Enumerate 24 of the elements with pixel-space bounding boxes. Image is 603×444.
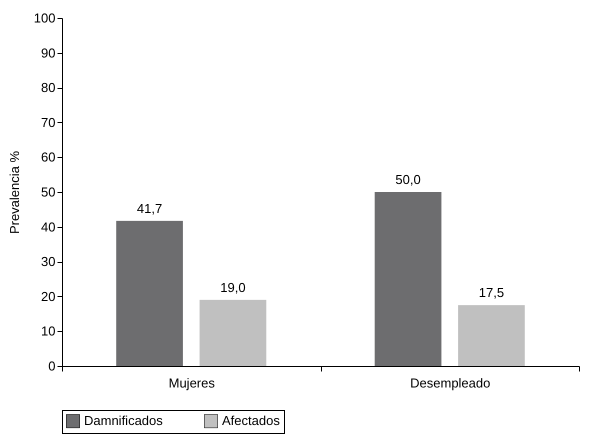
- y-tick-label: 20: [41, 288, 56, 304]
- y-tick-label: 90: [41, 45, 56, 60]
- y-tick-label: 60: [41, 150, 56, 165]
- legend-label: Afectados: [222, 413, 280, 428]
- y-tick-label: 30: [41, 254, 56, 270]
- y-tick-label: 0: [48, 358, 56, 374]
- y-axis-title: Prevalencia %: [6, 150, 22, 234]
- y-tick-label: 70: [41, 114, 56, 130]
- y-tick-label: 80: [41, 80, 56, 96]
- bar: [374, 192, 442, 366]
- y-tick-label: 100: [34, 10, 56, 26]
- bar: [458, 305, 525, 366]
- x-tick-label: Mujeres: [168, 376, 216, 390]
- y-tick-label: 50: [41, 184, 56, 200]
- data-label: 50,0: [395, 172, 421, 187]
- y-tick-label: 10: [41, 324, 56, 339]
- legend-label: Damnificados: [84, 413, 164, 428]
- data-label: 41,7: [136, 200, 162, 216]
- y-tick-label: 40: [41, 219, 56, 234]
- bar: [116, 220, 183, 366]
- data-label: 19,0: [220, 280, 246, 295]
- x-tick-label: Desempleado: [410, 376, 490, 390]
- bar: [200, 300, 266, 366]
- data-label: 17,5: [478, 285, 504, 300]
